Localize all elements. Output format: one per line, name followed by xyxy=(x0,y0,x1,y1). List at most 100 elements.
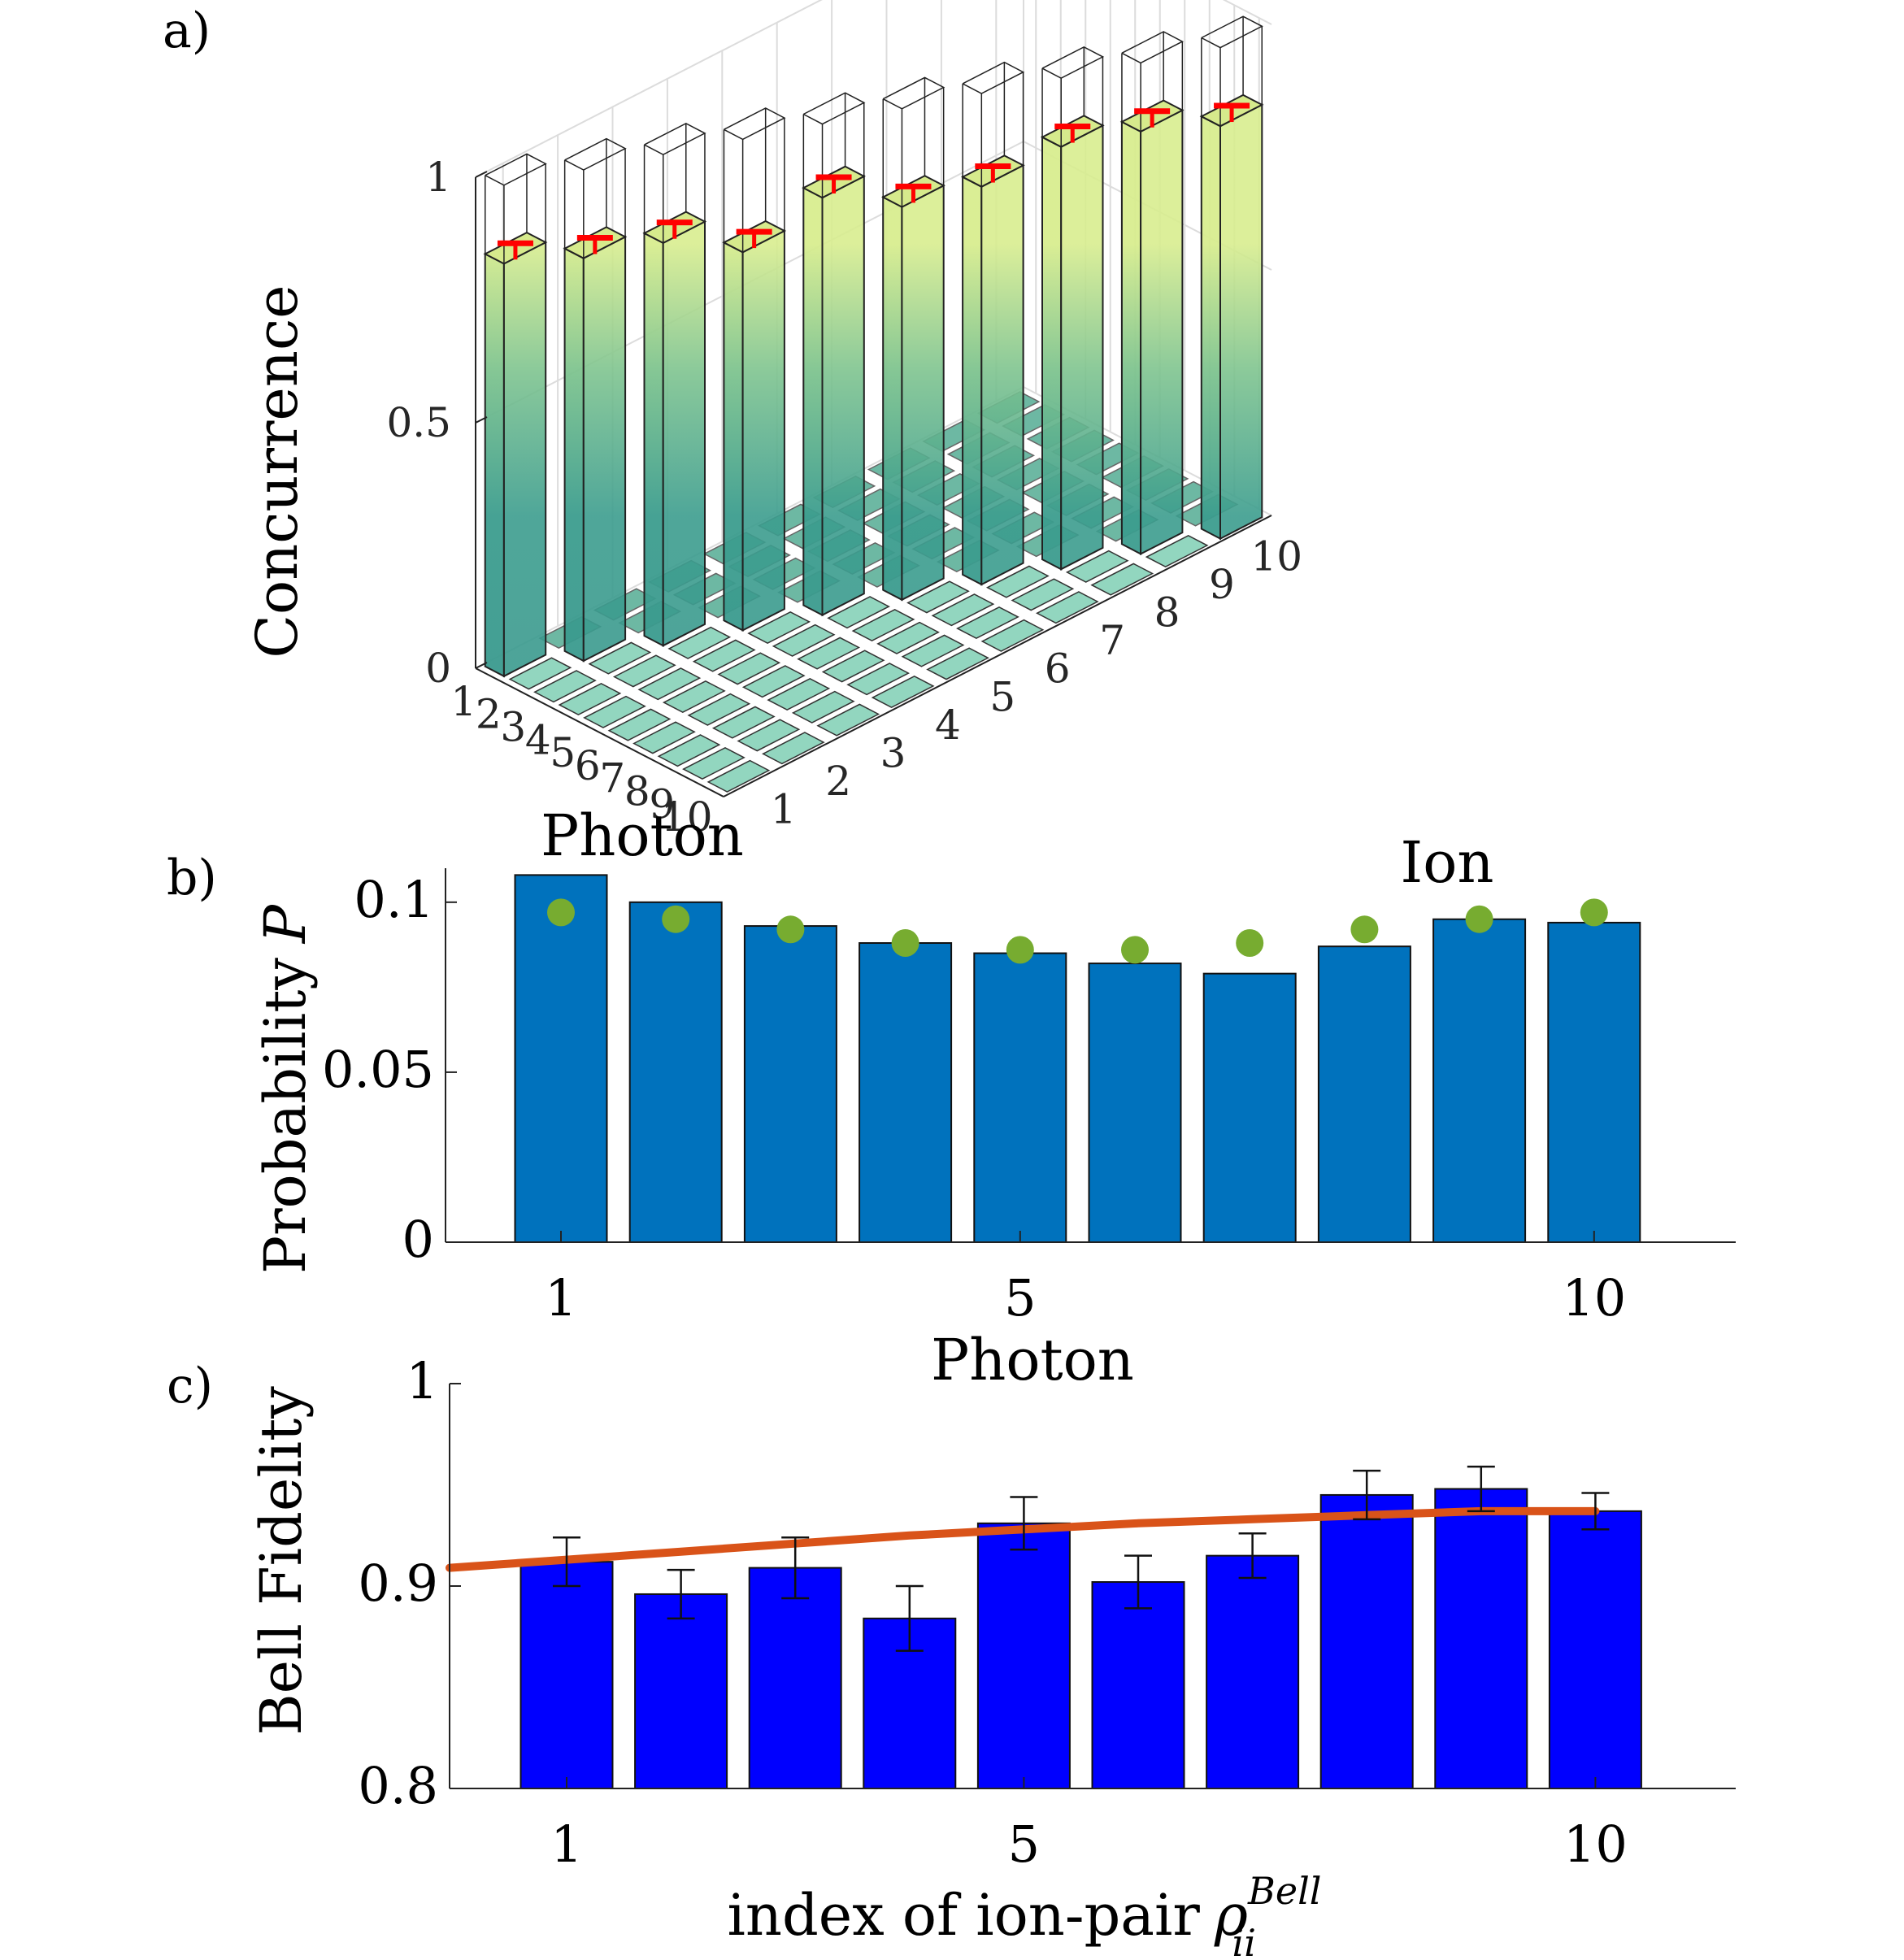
photon-tick-label: 3 xyxy=(500,704,526,751)
probability-x-tick-label: 5 xyxy=(1004,1268,1036,1328)
floor-tile xyxy=(583,695,646,728)
ion-tick-label: 2 xyxy=(825,758,851,805)
photon-tick-label: 6 xyxy=(575,742,601,789)
photon-tick-label: 4 xyxy=(525,716,551,763)
z-tick xyxy=(475,662,488,669)
probability-marker xyxy=(1006,936,1034,964)
fidelity-x-label-sup: Bell xyxy=(1247,1869,1321,1913)
photon-tick-label: 5 xyxy=(550,729,576,776)
probability-bar xyxy=(1202,972,1297,1243)
floor-tile xyxy=(607,708,672,741)
floor-tile xyxy=(767,677,831,711)
fidelity-y-tick-label: 0.8 xyxy=(358,1756,438,1815)
photon-tick-label: 1 xyxy=(450,678,476,725)
floor-tile xyxy=(761,732,825,765)
ion-tick-label: 4 xyxy=(935,702,961,749)
bar-frame-top xyxy=(644,122,706,156)
bar-face-left xyxy=(802,186,824,617)
ion-tick-label: 1 xyxy=(771,786,797,833)
probability-x-tick-label: 10 xyxy=(1562,1268,1626,1328)
fidelity-bar xyxy=(519,1561,614,1789)
bar-face-left xyxy=(882,195,903,602)
bar-face-left xyxy=(563,247,585,663)
ion-axis-line xyxy=(723,515,1272,797)
floor-tile xyxy=(797,637,861,670)
bar-face-left xyxy=(962,176,983,586)
fidelity-bar xyxy=(1319,1493,1414,1789)
fidelity-axis-label: Bell Fidelity xyxy=(248,1386,315,1736)
bell-fidelity-chart: c) 0.8 0.9 1 1 5 10 Bell Fidelity index of io… xyxy=(167,1351,1736,1960)
ion-tick-label: 8 xyxy=(1154,589,1180,637)
probability-bar xyxy=(973,952,1067,1243)
probability-chart: b) 0 0.05 0.1 1 5 10 Probability P Photon xyxy=(167,850,1736,1393)
fidelity-y-tick-label: 0.9 xyxy=(358,1554,438,1613)
floor-tile xyxy=(711,706,776,739)
panel-b-label: b) xyxy=(167,850,217,906)
floor-tile xyxy=(632,721,696,754)
z-tick xyxy=(475,171,488,178)
concurrence-bar xyxy=(802,92,866,617)
fidelity-x-tick-label: 5 xyxy=(1008,1814,1040,1874)
floor-tile xyxy=(612,654,676,688)
floor-tile xyxy=(706,759,771,793)
concurrence-bar xyxy=(881,76,945,602)
wall-level-line xyxy=(475,0,1272,178)
floor-tile xyxy=(931,593,995,627)
probability-axes: 0 0.05 0.1 1 5 10 xyxy=(322,868,1736,1328)
photon-axis-label-3d: Photon xyxy=(541,802,744,869)
ion-tick-label: 6 xyxy=(1045,645,1071,693)
bar-frame-top xyxy=(962,61,1025,94)
probability-bar xyxy=(1317,945,1411,1243)
floor-tile xyxy=(816,703,880,737)
ion-tick-label: 9 xyxy=(1209,561,1235,608)
probability-bar xyxy=(859,942,953,1243)
bar-face-left xyxy=(1200,115,1221,541)
probability-marker xyxy=(1580,898,1608,927)
bar-face-left xyxy=(484,252,505,678)
floor-tile xyxy=(906,580,970,614)
photon-tick-label: 9 xyxy=(649,780,675,828)
fidelity-bar xyxy=(748,1567,842,1789)
fidelity-bar xyxy=(976,1522,1071,1790)
bar-face-right xyxy=(980,163,1024,586)
bar-frame-top xyxy=(1201,15,1263,49)
floor-tile xyxy=(1011,578,1075,611)
probability-marker xyxy=(891,929,919,957)
fidelity-bars xyxy=(519,1488,1642,1790)
floor-tile xyxy=(901,634,965,667)
floor-tile xyxy=(667,626,732,659)
bar-frame-top xyxy=(882,76,945,110)
probability-bar xyxy=(743,925,837,1244)
floor-tile xyxy=(741,665,806,698)
probability-bar xyxy=(628,901,723,1244)
fidelity-x-label-text: index of ion-pair xyxy=(727,1882,1200,1949)
fidelity-bar xyxy=(1091,1581,1185,1790)
svg-text:ProbabilityP: Probability P xyxy=(252,903,319,1274)
probability-axis-label: Probability P xyxy=(252,903,319,1274)
floor-tile xyxy=(637,667,702,701)
fidelity-x-tick-label: 10 xyxy=(1563,1814,1628,1874)
probability-label-symbol: P xyxy=(252,903,319,945)
ion-tick-label: 10 xyxy=(1250,532,1302,580)
ion-tick-label: 5 xyxy=(989,673,1015,720)
ion-tick-label: 7 xyxy=(1099,617,1125,664)
bar-face-right xyxy=(502,241,547,678)
floor-tile xyxy=(682,746,746,780)
photon-tick-label: 7 xyxy=(599,755,625,802)
fidelity-x-tick-label: 1 xyxy=(550,1814,582,1874)
photon-tick-label: 2 xyxy=(476,691,502,738)
floor-tile xyxy=(980,619,1045,652)
concurrence-bar xyxy=(483,153,548,678)
concurrence-axis-label: Concurrence xyxy=(244,285,311,658)
floor-tile xyxy=(1065,550,1129,583)
probability-marker xyxy=(776,915,805,944)
bar-face-right xyxy=(1140,108,1184,556)
floor-tile xyxy=(588,641,652,675)
z-tick xyxy=(475,416,488,424)
probability-x-label: Photon xyxy=(931,1327,1134,1393)
photon-tick-label: 10 xyxy=(661,793,713,841)
fidelity-error-bars xyxy=(553,1465,1610,1652)
